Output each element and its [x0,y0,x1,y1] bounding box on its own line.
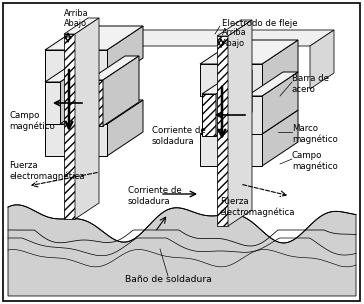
Polygon shape [262,72,298,134]
Text: Corriente de
soldadura: Corriente de soldadura [128,186,182,206]
Polygon shape [200,40,298,64]
Polygon shape [45,100,143,124]
Polygon shape [45,50,107,82]
Polygon shape [262,110,298,166]
Polygon shape [217,20,252,36]
Polygon shape [107,26,143,82]
Text: Marco
magnético: Marco magnético [292,124,338,144]
Polygon shape [107,100,143,156]
Polygon shape [45,26,143,50]
Polygon shape [310,30,334,89]
Polygon shape [45,58,96,82]
Text: Fuerza
electromagnética: Fuerza electromagnética [220,197,296,217]
Text: Arriba
Abajo: Arriba Abajo [222,28,247,48]
Polygon shape [103,56,139,126]
Polygon shape [89,56,139,80]
Polygon shape [247,96,262,134]
Text: Campo
magnético: Campo magnético [292,151,338,171]
Polygon shape [75,18,99,219]
Text: Corriente de
soldadura: Corriente de soldadura [152,126,206,146]
Polygon shape [200,110,298,134]
Polygon shape [228,20,252,226]
Text: Campo
magnético: Campo magnético [9,111,55,131]
Polygon shape [200,134,262,166]
Text: Arriba
Abajo: Arriba Abajo [64,9,88,28]
Polygon shape [202,94,216,136]
Text: Fuerza
electromagnética: Fuerza electromagnética [9,161,84,181]
Polygon shape [216,70,252,136]
Polygon shape [105,30,334,46]
Polygon shape [45,82,60,124]
Polygon shape [202,70,252,94]
Polygon shape [217,36,228,226]
Polygon shape [60,58,96,124]
Polygon shape [247,72,298,96]
Polygon shape [64,34,75,219]
Text: Electrodo de fleje: Electrodo de fleje [222,19,298,29]
Polygon shape [262,40,298,96]
Polygon shape [64,18,99,34]
Polygon shape [200,64,262,96]
Text: Barra de
acero: Barra de acero [292,74,329,94]
Polygon shape [45,124,107,156]
Polygon shape [89,80,103,126]
Polygon shape [8,205,356,296]
Text: Baño de soldadura: Baño de soldadura [124,275,211,285]
